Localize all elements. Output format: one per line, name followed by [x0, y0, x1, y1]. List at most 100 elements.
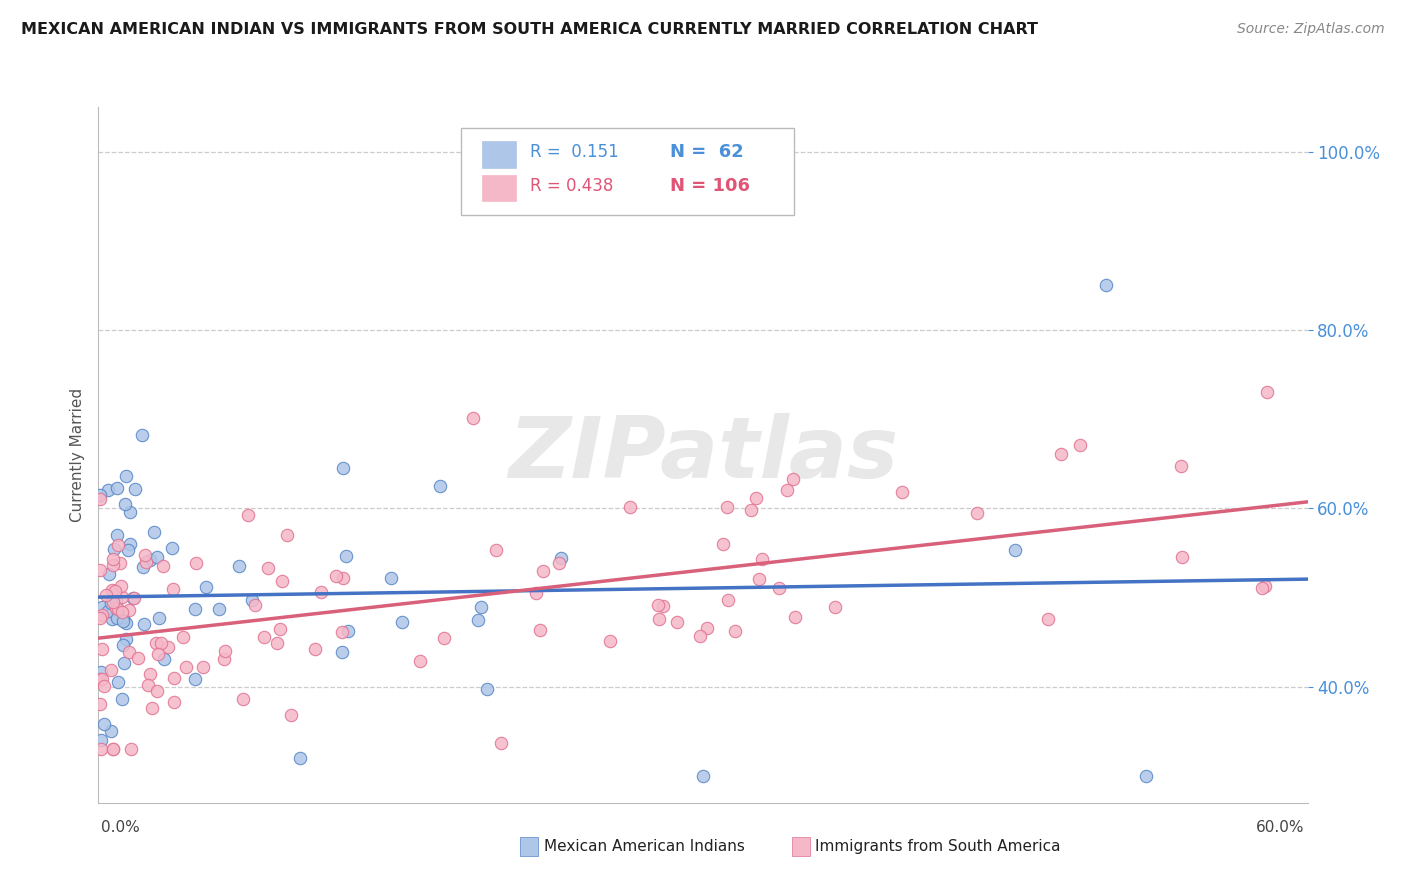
Point	[115, 616, 138, 631]
Point	[257, 560, 280, 574]
Point	[89, 611, 111, 625]
Point	[208, 602, 231, 616]
Point	[470, 600, 492, 615]
Point	[101, 612, 124, 626]
Point	[724, 624, 747, 638]
Point	[112, 656, 135, 670]
Point	[139, 667, 162, 681]
Point	[111, 610, 134, 624]
Point	[751, 552, 773, 566]
Point	[100, 663, 122, 677]
Point	[94, 587, 117, 601]
Point	[648, 612, 671, 626]
Point	[139, 553, 162, 567]
Point	[108, 556, 131, 570]
Point	[105, 600, 128, 615]
Point	[101, 582, 124, 597]
Point	[689, 629, 711, 643]
Point	[651, 599, 673, 613]
Point	[184, 601, 207, 615]
Point	[90, 599, 112, 614]
Point	[1095, 278, 1118, 293]
Point	[93, 679, 115, 693]
Point	[97, 483, 120, 498]
Point	[1254, 579, 1277, 593]
Point	[174, 660, 197, 674]
Point	[90, 641, 112, 656]
Point	[105, 611, 128, 625]
Point	[824, 599, 846, 614]
Point	[150, 635, 173, 649]
Point	[1170, 550, 1192, 565]
Point	[304, 642, 326, 657]
FancyBboxPatch shape	[461, 128, 793, 215]
Point	[124, 483, 146, 497]
Point	[429, 479, 451, 493]
Point	[966, 506, 988, 520]
Point	[112, 615, 135, 629]
Point	[696, 621, 718, 635]
Point	[409, 654, 432, 668]
Point	[1036, 612, 1059, 626]
Point	[288, 751, 311, 765]
Point	[156, 640, 179, 655]
Point	[391, 615, 413, 629]
Text: Mexican American Indians: Mexican American Indians	[544, 839, 745, 854]
Point	[776, 483, 799, 498]
Point	[1004, 542, 1026, 557]
Point	[162, 582, 184, 596]
Point	[98, 566, 121, 581]
Point	[467, 614, 489, 628]
Point	[101, 595, 124, 609]
Point	[325, 569, 347, 583]
Point	[276, 528, 298, 542]
Point	[105, 528, 128, 542]
Point	[118, 645, 141, 659]
Text: Source: ZipAtlas.com: Source: ZipAtlas.com	[1237, 22, 1385, 37]
Point	[309, 584, 332, 599]
Point	[477, 682, 499, 697]
Point	[91, 672, 114, 686]
Point	[485, 543, 508, 558]
Point	[131, 428, 153, 442]
Text: N =  62: N = 62	[671, 144, 744, 161]
Point	[172, 630, 194, 644]
Point	[745, 491, 768, 506]
Point	[548, 556, 571, 570]
Point	[141, 701, 163, 715]
Point	[90, 742, 112, 756]
Point	[330, 645, 353, 659]
Point	[124, 591, 146, 606]
Point	[146, 549, 169, 564]
Point	[100, 724, 122, 739]
Point	[103, 742, 125, 756]
Point	[269, 622, 291, 636]
Point	[666, 615, 689, 629]
Y-axis label: Currently Married: Currently Married	[69, 388, 84, 522]
Text: N = 106: N = 106	[671, 177, 751, 194]
Point	[748, 572, 770, 586]
Point	[1256, 385, 1278, 400]
Point	[148, 647, 170, 661]
Point	[266, 636, 288, 650]
Point	[135, 555, 157, 569]
Point	[524, 585, 547, 599]
Point	[114, 632, 136, 646]
Point	[118, 603, 141, 617]
Point	[134, 548, 156, 562]
Point	[716, 500, 738, 514]
Point	[1069, 438, 1091, 452]
Point	[138, 677, 160, 691]
Point	[153, 652, 176, 666]
Point	[647, 599, 669, 613]
Point	[121, 591, 143, 605]
Point	[1251, 581, 1274, 595]
Point	[191, 660, 214, 674]
Point	[1050, 447, 1073, 461]
Point	[692, 769, 714, 783]
Point	[186, 557, 208, 571]
Point	[114, 497, 136, 511]
Point	[104, 583, 127, 598]
Point	[184, 672, 207, 686]
Point	[93, 717, 115, 731]
